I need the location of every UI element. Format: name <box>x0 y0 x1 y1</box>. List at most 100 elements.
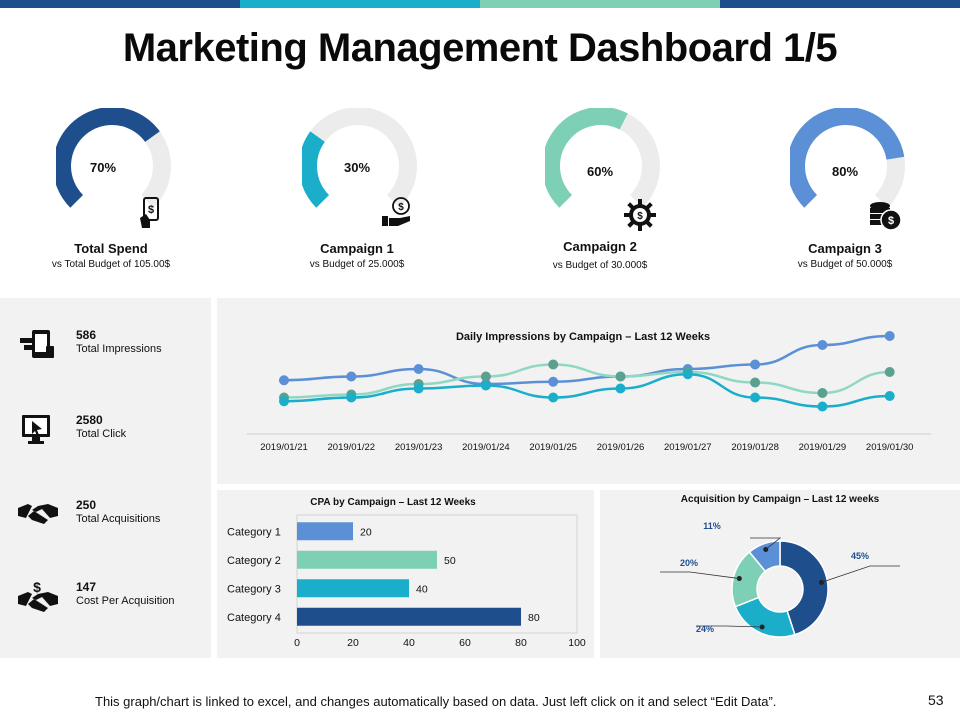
gauge-subtitle: vs Budget of 25.000$ <box>309 259 405 270</box>
kpi-label: Total Click <box>76 428 127 440</box>
gauge-ring <box>545 108 660 208</box>
x-tick-label: 80 <box>515 637 527 649</box>
kpi-label: Total Acquisitions <box>76 513 161 525</box>
kpi-value: 2580 <box>76 413 103 427</box>
kpi-label: Cost Per Acquisition <box>76 595 175 607</box>
data-point <box>346 392 357 403</box>
category-label: Category 1 <box>227 526 281 538</box>
bar <box>297 522 353 541</box>
data-point <box>884 391 895 401</box>
bar <box>297 607 521 626</box>
gauge-campaign-2: 60% $ Campaign 2 vs Budget of 30.000$ <box>505 108 695 278</box>
kpi-value: 147 <box>76 580 97 594</box>
gauge-percent: 60% <box>586 164 614 179</box>
kpi-total-acquisitions: 250 Total Acquisitions <box>18 498 208 538</box>
bar-chart-title: CPA by Campaign – Last 12 Weeks <box>310 497 476 508</box>
gauge-campaign-3: 80% $ Campaign 3 vs Budget of 50.000$ <box>750 108 940 278</box>
bar-value-label: 20 <box>360 526 372 538</box>
category-label: Category 4 <box>227 612 281 624</box>
data-point <box>682 369 693 380</box>
x-tick-label: 2019/01/21 <box>260 442 308 453</box>
bar <box>297 550 437 569</box>
leader-line <box>660 571 740 579</box>
top-bar-segment-1 <box>0 0 240 8</box>
slice-label: 20% <box>680 558 698 568</box>
kpi-panel: 586 Total Impressions 2580 Total Click 2… <box>0 298 211 658</box>
bar-value-label: 50 <box>444 555 456 567</box>
gear-dollar-icon: $ <box>583 198 656 232</box>
kpi-value: 586 <box>76 328 97 342</box>
gauge-value-arc <box>56 108 160 208</box>
x-tick-label: 0 <box>294 637 300 649</box>
kpi-total-impressions: 586 Total Impressions <box>18 328 208 368</box>
data-point <box>480 371 491 382</box>
x-tick-label: 2019/01/25 <box>529 442 577 453</box>
line-chart: 2019/01/21 2019/01/22 2019/01/23 2019/01/24… <box>247 331 931 453</box>
line-chart-panel: Daily Impressions by Campaign – Last 12 … <box>217 298 960 484</box>
data-point <box>884 331 895 341</box>
gauge-ring <box>790 108 905 208</box>
x-tick-label: 2019/01/26 <box>597 442 645 453</box>
data-point <box>413 383 424 394</box>
footer-note: This graph/chart is linked to excel, and… <box>95 694 777 709</box>
donut-chart-panel: Acquisition by Campaign – Last 12 weeks … <box>600 490 960 658</box>
x-tick-label: 2019/01/28 <box>731 442 779 453</box>
top-bar-segment-4 <box>720 0 960 8</box>
data-point <box>817 401 828 412</box>
x-tick-label: 2019/01/29 <box>799 442 847 453</box>
data-point <box>548 376 559 387</box>
page-number: 53 <box>928 692 944 708</box>
gauge-name: Campaign 3 <box>808 241 882 256</box>
svg-text:$: $ <box>637 211 643 222</box>
series-line <box>283 363 890 399</box>
gauge-name: Campaign 1 <box>320 241 394 256</box>
data-point <box>548 359 559 370</box>
data-point <box>817 388 828 398</box>
data-point <box>750 392 761 403</box>
gauge-value-arc <box>790 108 905 208</box>
data-point <box>615 383 626 394</box>
x-tick-label: 60 <box>459 637 471 649</box>
data-point <box>884 367 895 377</box>
hand-phone-dollar-icon: $ <box>94 196 159 230</box>
top-bar-segment-3 <box>480 0 720 8</box>
page-title: Marketing Management Dashboard 1/5 <box>122 26 838 70</box>
coin-stack-icon: $ <box>828 198 902 232</box>
data-point <box>548 392 559 403</box>
slice-label: 24% <box>696 624 714 634</box>
leader-dot <box>736 576 742 582</box>
bar-plot-frame <box>296 514 578 634</box>
x-tick-label: 2019/01/22 <box>328 442 376 453</box>
top-color-bar <box>0 0 960 8</box>
devices-icon <box>18 328 58 362</box>
top-bar-segment-2 <box>240 0 480 8</box>
x-tick-label: 2019/01/23 <box>395 442 443 453</box>
series-line <box>283 334 890 386</box>
gauge-ring <box>302 108 417 208</box>
gauge-ring <box>56 108 171 208</box>
svg-text:$: $ <box>33 580 41 595</box>
category-label: Category 3 <box>227 583 281 595</box>
leader-line <box>750 537 782 550</box>
bar-value-label: 80 <box>528 612 540 624</box>
gauge-total-spend: 70% $ Total Spend vs Total Budget of 105… <box>16 108 206 278</box>
data-point <box>750 359 761 370</box>
gauge-value-arc <box>302 131 330 208</box>
svg-text:$: $ <box>398 202 404 213</box>
line-chart-title: Daily Impressions by Campaign – Last 12 … <box>455 331 711 343</box>
donut-slice <box>748 540 781 573</box>
data-point <box>750 377 761 388</box>
bar-value-label: 40 <box>416 583 428 595</box>
leader-line <box>696 625 763 628</box>
x-tick-label: 40 <box>403 637 415 649</box>
gauge-subtitle: vs Budget of 30.000$ <box>552 260 648 271</box>
kpi-value: 250 <box>76 498 97 512</box>
gauge-name: Campaign 2 <box>563 239 637 254</box>
x-tick-label: 100 <box>568 637 586 649</box>
kpi-label: Total Impressions <box>76 343 162 355</box>
x-tick-label: 20 <box>347 637 359 649</box>
donut-chart: 45% 24% 20% 11% <box>660 521 900 638</box>
handshake-icon <box>18 498 58 532</box>
data-point <box>817 340 828 350</box>
data-point <box>279 375 289 386</box>
